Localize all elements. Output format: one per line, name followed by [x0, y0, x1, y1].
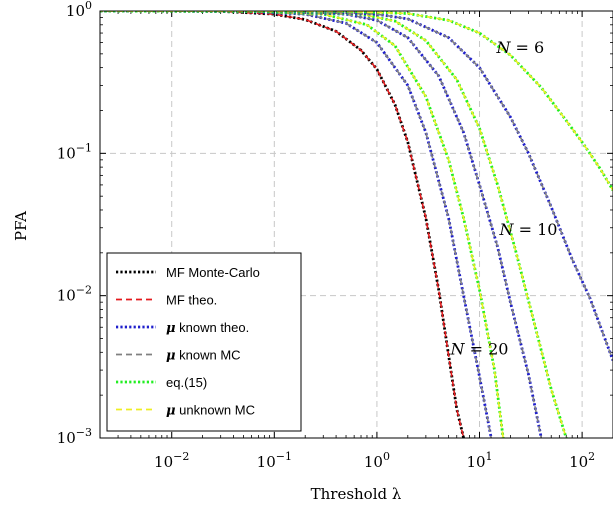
x-tick-labels: 10−2 10−1 100 101 102 [154, 450, 595, 471]
series-overlay-line [100, 11, 543, 438]
legend-label: μ unknown MC [166, 403, 255, 419]
legend-label: μ known MC [166, 348, 241, 364]
legend: MF Monte-Carlo MF theo. μ known theo. μ kno… [106, 252, 302, 432]
legend-label: eq.(15) [166, 375, 207, 390]
legend-label: MF theo. [166, 293, 217, 308]
y-tick-label: 10−2 [57, 284, 92, 305]
series-line-n-6 [100, 11, 613, 362]
y-tick-label: 10−1 [57, 141, 92, 162]
legend-label: MF Monte-Carlo [166, 265, 260, 280]
curve-label: N = 10 [498, 220, 557, 239]
x-tick-label: 100 [364, 450, 390, 471]
y-tick-label: 10−3 [57, 426, 92, 447]
x-axis-title: Threshold λ [311, 485, 402, 503]
series-overlay-line [100, 11, 465, 438]
series-layer [100, 11, 613, 438]
y-axis-title: PFA [12, 211, 30, 241]
curve-label: N = 20 [450, 339, 509, 358]
annotations: N = 6 N = 10 N = 20 [450, 38, 558, 358]
series-overlay-line [100, 11, 492, 438]
legend-label: μ known theo. [166, 320, 249, 336]
x-tick-label: 10−1 [257, 450, 292, 471]
series-overlay-line [100, 11, 504, 438]
x-tick-label: 102 [569, 450, 595, 471]
plot-frame [99, 10, 613, 439]
x-tick-label: 101 [466, 450, 492, 471]
legend-box [106, 252, 302, 432]
curve-label: N = 6 [495, 38, 544, 57]
series-overlay-line [100, 11, 613, 191]
series-line-n-10 [100, 11, 568, 438]
x-tick-label: 10−2 [154, 450, 189, 471]
y-tick-label: 100 [66, 0, 92, 20]
y-tick-labels: 10−3 10−2 10−1 100 [57, 0, 92, 447]
